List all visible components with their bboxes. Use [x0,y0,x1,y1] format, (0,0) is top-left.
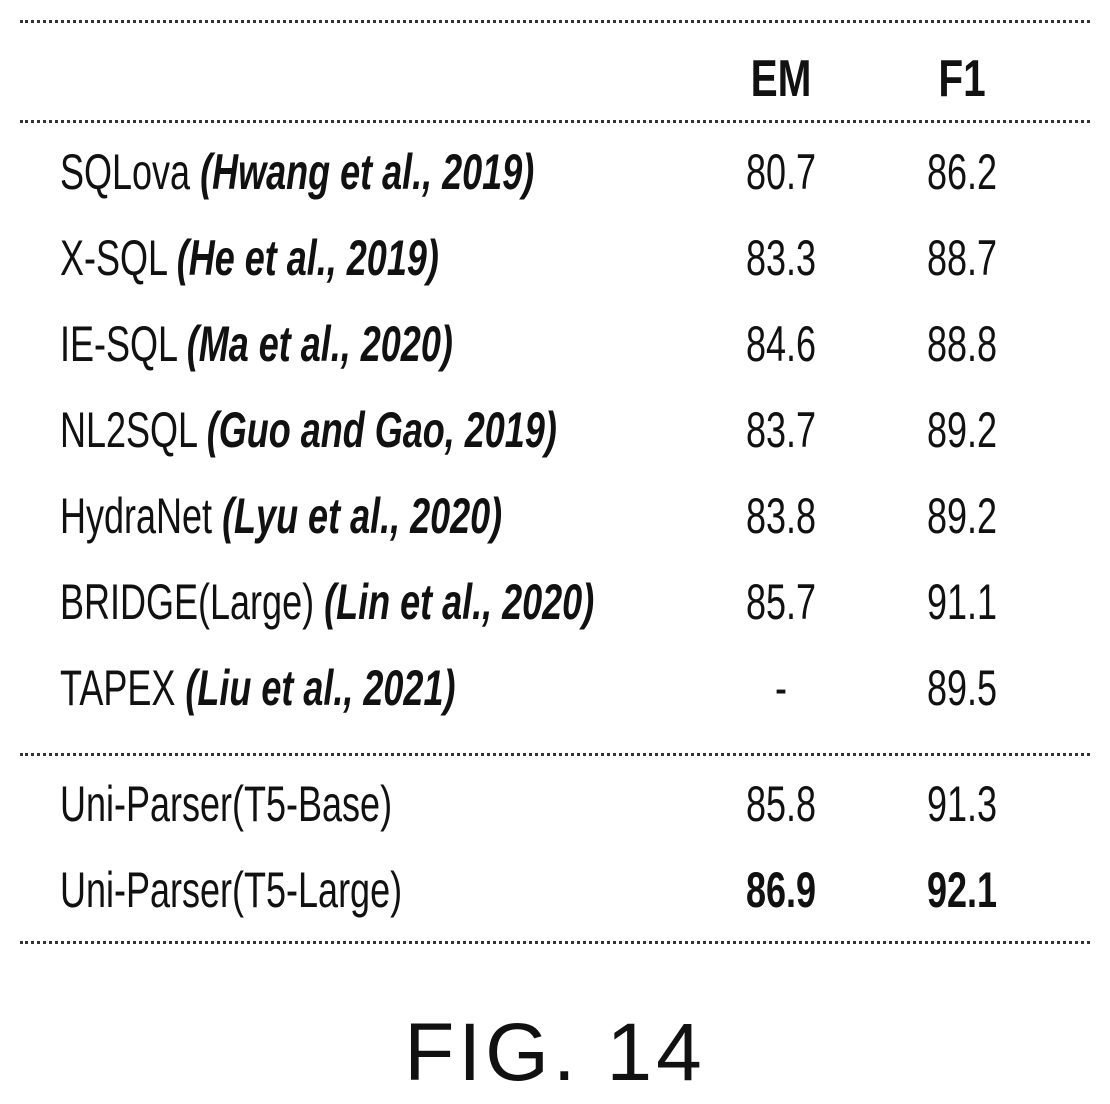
model-name-cell: SQLova (Hwang et al., 2019) [60,132,534,212]
model-name-cell: BRIDGE(Large) (Lin et al., 2020) [60,562,594,642]
model-name-cell: TAPEX (Liu et al., 2021) [60,648,455,728]
table-row: NL2SQL (Guo and Gao, 2019) 83.7 89.2 [0,390,1110,470]
citation: (He et al., 2019) [176,230,439,286]
f1-cell: 86.2 [926,144,998,200]
table-row: X-SQL (He et al., 2019) 83.3 88.7 [0,218,1110,298]
f1-cell: 91.3 [926,776,998,832]
model-name-cell: Uni-Parser(T5-Large) [60,850,402,930]
f1-cell: 89.2 [926,402,998,458]
f1-cell: 92.1 [926,862,998,918]
section-rule [20,753,1090,756]
table-bottom-rule [20,941,1090,944]
model-name: TAPEX [60,660,186,716]
table-row: Uni-Parser(T5-Large) 86.9 92.1 [0,850,1110,930]
em-cell: 85.8 [745,776,817,832]
f1-cell: 88.8 [926,316,998,372]
model-name-cell: HydraNet (Lyu et al., 2020) [60,476,502,556]
model-name: IE-SQL [60,316,177,372]
em-cell: 84.6 [745,316,817,372]
f1-cell: 88.7 [926,230,998,286]
header-rule [20,120,1090,123]
f1-cell: 91.1 [926,574,998,630]
em-cell: 83.3 [745,230,817,286]
model-name: BRIDGE(Large) [60,574,315,630]
table-row: TAPEX (Liu et al., 2021) - 89.5 [0,648,1110,728]
em-cell: 83.8 [745,488,817,544]
citation: (Hwang et al., 2019) [200,144,535,200]
em-cell: 86.9 [745,862,817,918]
citation: (Guo and Gao, 2019) [206,402,557,458]
em-cell: 83.7 [745,402,817,458]
f1-cell: 89.5 [926,660,998,716]
model-name: NL2SQL [60,402,197,458]
model-name-cell: NL2SQL (Guo and Gao, 2019) [60,390,557,470]
model-name-cell: X-SQL (He et al., 2019) [60,218,439,298]
f1-cell: 89.2 [926,488,998,544]
column-header-f1: F1 [938,50,986,108]
table-row: HydraNet (Lyu et al., 2020) 83.8 89.2 [0,476,1110,556]
model-name: Uni-Parser(T5-Base) [60,776,393,832]
model-name: SQLova [60,144,191,200]
table-row: IE-SQL (Ma et al., 2020) 84.6 88.8 [0,304,1110,384]
table-top-rule [20,20,1090,23]
column-header-em: EM [750,50,812,108]
citation: (Lyu et al., 2020) [222,488,503,544]
em-cell: 85.7 [745,574,817,630]
table-row: Uni-Parser(T5-Base) 85.8 91.3 [0,764,1110,844]
model-name: HydraNet [60,488,213,544]
citation: (Ma et al., 2020) [186,316,453,372]
em-cell: - [775,660,787,716]
model-name: Uni-Parser(T5-Large) [60,862,403,918]
citation: (Liu et al., 2021) [185,660,456,716]
figure-caption: FIG. 14 [404,1007,706,1098]
table-row: SQLova (Hwang et al., 2019) 80.7 86.2 [0,132,1110,212]
model-name: X-SQL [60,230,167,286]
model-name-cell: Uni-Parser(T5-Base) [60,764,392,844]
table-row: BRIDGE(Large) (Lin et al., 2020) 85.7 91… [0,562,1110,642]
em-cell: 80.7 [745,144,817,200]
citation: (Lin et al., 2020) [324,574,595,630]
model-name-cell: IE-SQL (Ma et al., 2020) [60,304,453,384]
